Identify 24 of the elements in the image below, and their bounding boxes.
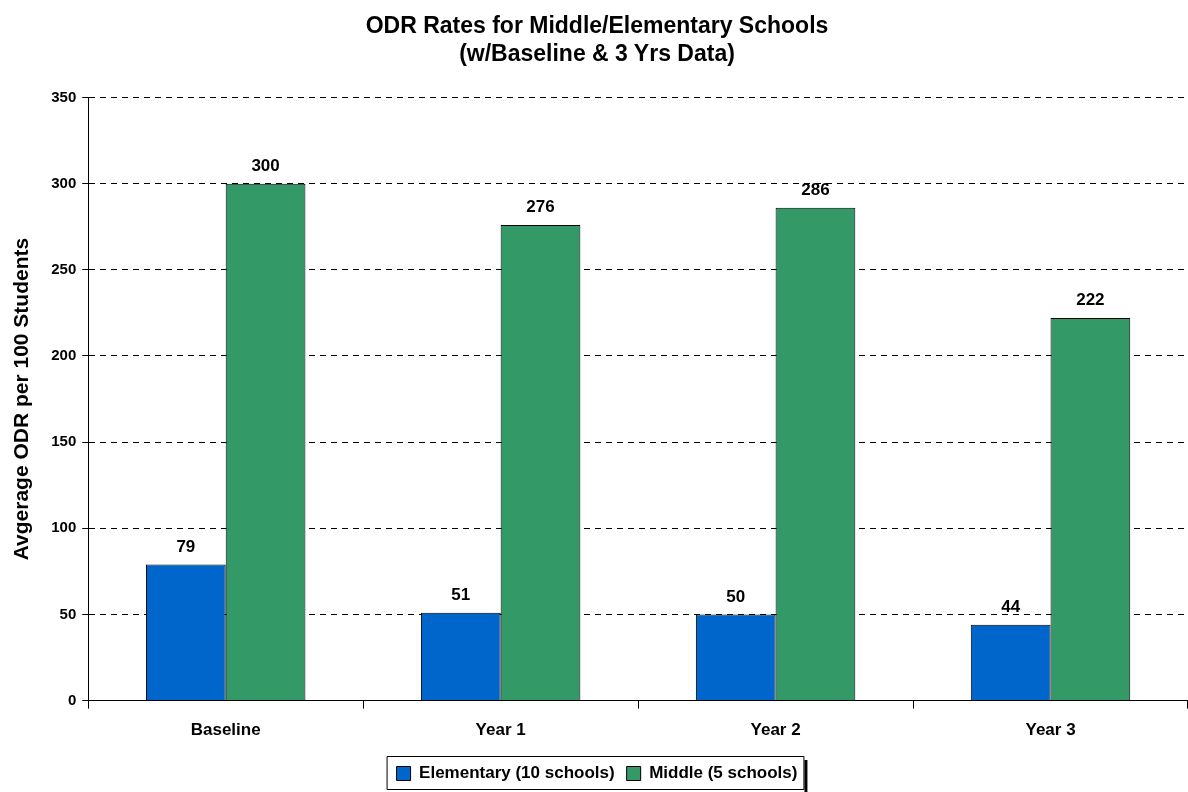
y-tick-label: 100 bbox=[51, 518, 77, 536]
y-tick-label: 300 bbox=[51, 173, 77, 191]
y-tick-label: 350 bbox=[51, 87, 77, 105]
y-tick-label: 250 bbox=[51, 259, 77, 277]
x-tick-label: Year 3 bbox=[1025, 720, 1076, 740]
x-tick-label: Year 2 bbox=[750, 720, 801, 740]
data-label: 79 bbox=[176, 536, 196, 556]
x-tick-label: Year 1 bbox=[475, 720, 526, 740]
data-label: 222 bbox=[1076, 290, 1105, 310]
y-axis-title: Avgerage ODR per 100 Students bbox=[9, 237, 33, 561]
legend-label: Elementary (10 schools) bbox=[419, 763, 615, 783]
y-tick-label: 0 bbox=[67, 690, 77, 708]
x-tick-label: Baseline bbox=[190, 720, 261, 740]
y-tick-label: 50 bbox=[59, 604, 77, 622]
data-label: 276 bbox=[526, 197, 555, 217]
y-tick-label: 150 bbox=[51, 432, 77, 450]
data-label: 44 bbox=[1001, 596, 1021, 616]
chart-title: ODR Rates for Middle/Elementary Schools (w/Baseline & 3 Yrs Data) bbox=[365, 11, 829, 67]
data-label: 50 bbox=[726, 586, 746, 606]
data-label: 286 bbox=[801, 179, 830, 199]
y-tick-label: 200 bbox=[51, 346, 77, 364]
data-label: 300 bbox=[251, 155, 280, 175]
data-label: 51 bbox=[451, 584, 471, 604]
legend-label: Middle (5 schools) bbox=[649, 763, 798, 783]
